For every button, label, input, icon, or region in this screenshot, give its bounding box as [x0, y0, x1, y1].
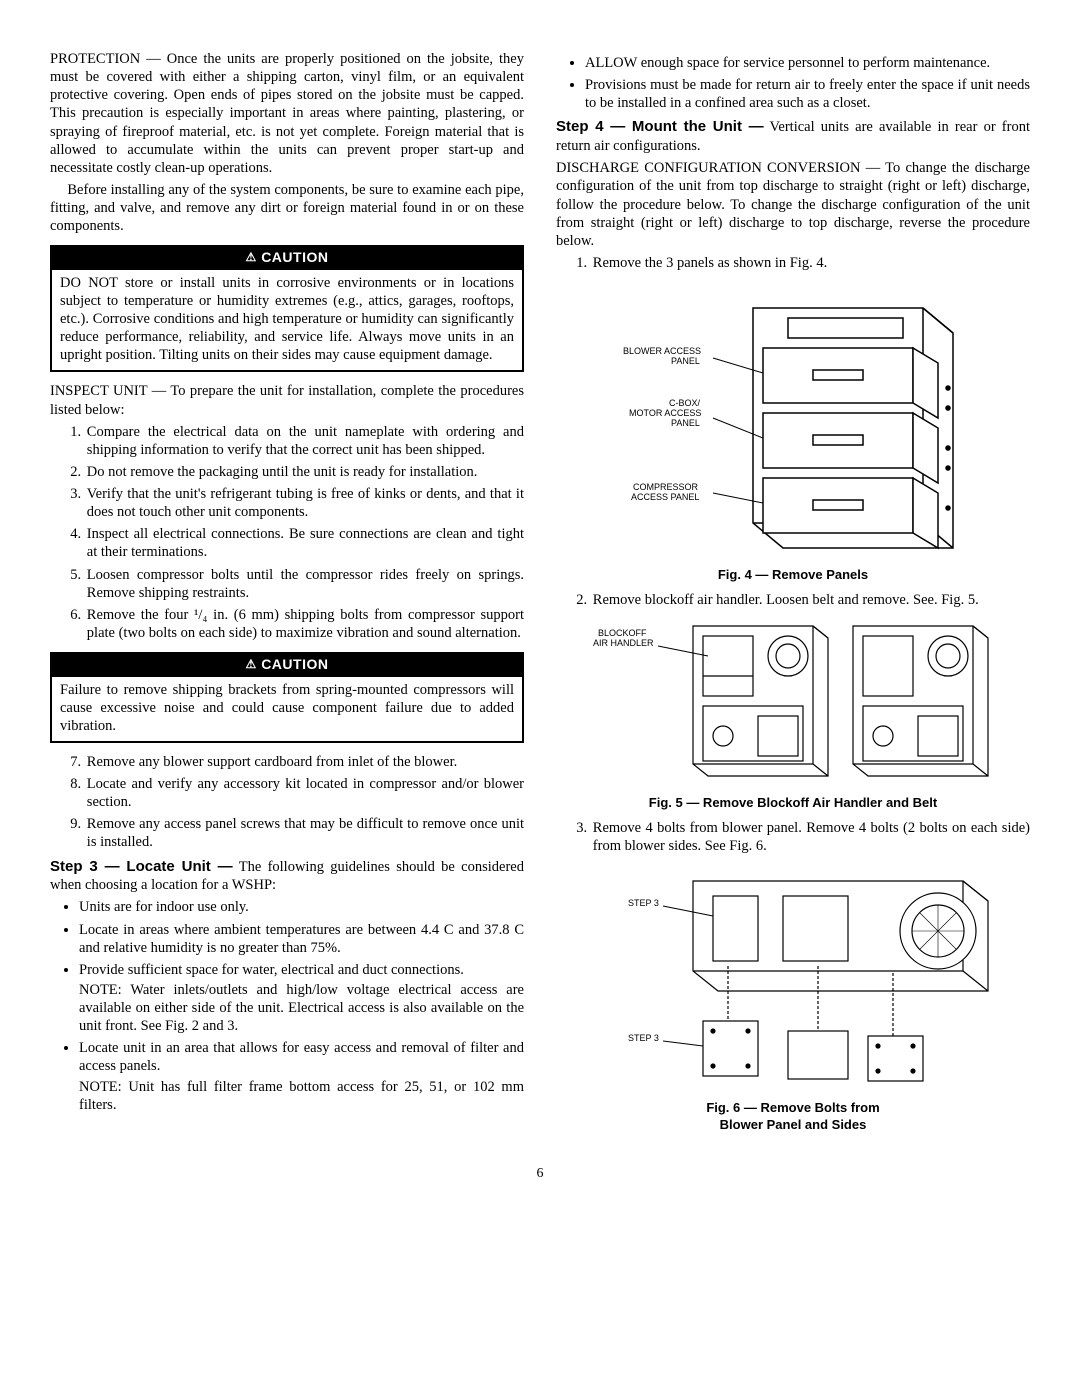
warning-triangle-icon: ⚠ — [246, 657, 257, 672]
step3-heading: Step 3 — Locate Unit — The following gui… — [50, 858, 524, 895]
inspect-list-1: Compare the electrical data on the unit … — [50, 423, 524, 642]
fig4-label-blower: BLOWER ACCESS — [623, 346, 701, 356]
caution-box-2: ⚠ CAUTION Failure to remove shipping bra… — [50, 652, 524, 743]
list-item: Verify that the unit's refrigerant tubin… — [85, 485, 524, 521]
inspect-list-2: Remove any blower support cardboard from… — [50, 753, 524, 852]
step4-bold: Step 4 — Mount the Unit — — [556, 118, 764, 135]
step3-bold: Step 3 — Locate Unit — — [50, 858, 233, 875]
mount-list-3: Remove 4 bolts from blower panel. Remove… — [556, 819, 1030, 855]
figure-6: STEP 3 STEP 3 Fig. 6 — Remove Bolts from… — [556, 861, 1030, 1133]
warning-triangle-icon: ⚠ — [246, 250, 257, 265]
list-item: Remove blockoff air handler. Loosen belt… — [591, 591, 1030, 609]
page-number: 6 — [50, 1165, 1030, 1183]
step3-bullets: Units are for indoor use only. Locate in… — [50, 898, 524, 1113]
svg-text:PANEL: PANEL — [671, 418, 700, 428]
fig6-step-label-2: STEP 3 — [628, 1033, 659, 1043]
figure-4-svg: BLOWER ACCESS PANEL C-BOX/ MOTOR ACCESS … — [613, 278, 973, 558]
svg-text:ACCESS PANEL: ACCESS PANEL — [631, 492, 699, 502]
fig4-caption: Fig. 4 — Remove Panels — [556, 567, 1030, 583]
figure-5: BLOCKOFF AIR HANDLER Fig. 5 — Remove Blo… — [556, 616, 1030, 811]
figure-6-svg: STEP 3 STEP 3 — [593, 861, 993, 1091]
list-item: Inspect all electrical connections. Be s… — [85, 525, 524, 561]
mount-list: Remove the 3 panels as shown in Fig. 4. — [556, 254, 1030, 272]
para-protection: PROTECTION — Once the units are properly… — [50, 50, 524, 177]
figure-4: BLOWER ACCESS PANEL C-BOX/ MOTOR ACCESS … — [556, 278, 1030, 583]
caution-box-1: ⚠ CAUTION DO NOT store or install units … — [50, 245, 524, 372]
top-bullets: ALLOW enough space for service personnel… — [556, 54, 1030, 112]
list-item: Compare the electrical data on the unit … — [85, 423, 524, 459]
fig6-step-label-1: STEP 3 — [628, 898, 659, 908]
caution-body-2: Failure to remove shipping brackets from… — [52, 677, 522, 741]
svg-text:MOTOR ACCESS: MOTOR ACCESS — [629, 408, 701, 418]
note-2: NOTE: Unit has full filter frame bottom … — [79, 1078, 524, 1114]
list-item: Locate in areas where ambient temperatur… — [79, 921, 524, 957]
fig4-label-compressor: COMPRESSOR — [633, 482, 699, 492]
para-before-install: Before installing any of the system comp… — [50, 181, 524, 235]
svg-text:AIR HANDLER: AIR HANDLER — [593, 638, 654, 648]
para-inspect-unit: INSPECT UNIT — To prepare the unit for i… — [50, 382, 524, 418]
list-item: Remove 4 bolts from blower panel. Remove… — [591, 819, 1030, 855]
list-item: Remove any access panel screws that may … — [85, 815, 524, 851]
list-item: Loosen compressor bolts until the compre… — [85, 566, 524, 602]
svg-text:PANEL: PANEL — [671, 356, 700, 366]
list-item: Locate unit in an area that allows for e… — [79, 1039, 524, 1114]
para-discharge: DISCHARGE CONFIGURATION CONVERSION — To … — [556, 159, 1030, 250]
mount-list-2: Remove blockoff air handler. Loosen belt… — [556, 591, 1030, 609]
list-item: Locate and verify any accessory kit loca… — [85, 775, 524, 811]
fig5-caption: Fig. 5 — Remove Blockoff Air Handler and… — [556, 795, 1030, 811]
list-item: Remove the 3 panels as shown in Fig. 4. — [591, 254, 1030, 272]
list-item: Provide sufficient space for water, elec… — [79, 961, 524, 1036]
left-column: PROTECTION — Once the units are properly… — [50, 50, 524, 1141]
fig5-label: BLOCKOFF — [598, 628, 647, 638]
figure-5-svg: BLOCKOFF AIR HANDLER — [593, 616, 993, 786]
list-item: Provisions must be made for return air t… — [585, 76, 1030, 112]
caution-header-2: ⚠ CAUTION — [52, 654, 522, 677]
list-item: Remove any blower support cardboard from… — [85, 753, 524, 771]
step4-heading: Step 4 — Mount the Unit — Vertical units… — [556, 118, 1030, 155]
list-item: Do not remove the packaging until the un… — [85, 463, 524, 481]
right-column: ALLOW enough space for service personnel… — [556, 50, 1030, 1141]
list-item: Units are for indoor use only. — [79, 898, 524, 916]
fig6-caption: Fig. 6 — Remove Bolts from Blower Panel … — [556, 1100, 1030, 1133]
caution-header-1: ⚠ CAUTION — [52, 247, 522, 270]
caution-body-1: DO NOT store or install units in corrosi… — [52, 270, 522, 371]
note-1: NOTE: Water inlets/outlets and high/low … — [79, 981, 524, 1035]
list-item: Remove the four ¹/₄ in. (6 mm) shipping … — [85, 606, 524, 642]
fig4-label-cbox: C-BOX/ — [669, 398, 701, 408]
list-item: ALLOW enough space for service personnel… — [585, 54, 1030, 72]
